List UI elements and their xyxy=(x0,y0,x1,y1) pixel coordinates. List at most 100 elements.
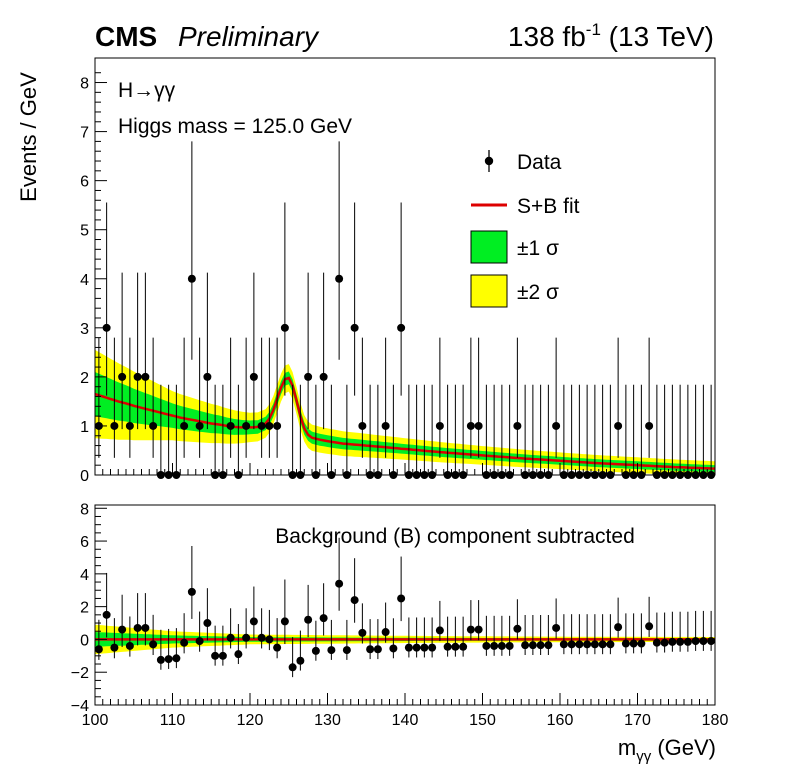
x-tick-label: 150 xyxy=(469,712,496,729)
lumi-label: 138 fb-1 (13 TeV) xyxy=(508,20,714,52)
data-point xyxy=(226,421,235,430)
ratio-data-point xyxy=(211,651,220,660)
data-point xyxy=(180,421,189,430)
ratio-data-point xyxy=(505,641,514,650)
ratio-data-point xyxy=(94,645,103,654)
ratio-data-point xyxy=(691,637,700,646)
ratio-data-point xyxy=(102,610,111,619)
legend: Data S+B fit ±1 σ ±2 σ xyxy=(470,150,580,308)
main-x-axis-ticks xyxy=(94,463,716,475)
ratio-data-point xyxy=(187,587,196,596)
ratio-data-point xyxy=(412,643,421,652)
data-point xyxy=(381,421,390,430)
data-point xyxy=(513,421,522,430)
ratio-data-point xyxy=(490,641,499,650)
data-point xyxy=(265,421,274,430)
ratio-data-point xyxy=(668,637,677,646)
data-point xyxy=(187,274,196,283)
ratio-data-point xyxy=(373,645,382,654)
ratio-data-point xyxy=(428,643,437,652)
ratio-data-point xyxy=(172,654,181,663)
data-point xyxy=(304,372,313,381)
data-points xyxy=(94,141,716,479)
ratio-data-point xyxy=(497,641,506,650)
ratio-y-tick-label: −2 xyxy=(71,665,89,682)
data-point xyxy=(118,372,127,381)
y-tick-label: 7 xyxy=(80,125,89,142)
data-point xyxy=(474,421,483,430)
data-point xyxy=(358,421,367,430)
ratio-data-point xyxy=(149,640,158,649)
svg-text:Data: Data xyxy=(517,151,562,174)
data-point xyxy=(141,372,150,381)
x-axis: 100 110 120 130 140 150 160 170 180 xyxy=(82,693,728,729)
ratio-data-point xyxy=(296,656,305,665)
x-tick-label: 130 xyxy=(314,712,341,729)
ratio-data-point xyxy=(621,639,630,648)
data-point xyxy=(125,421,134,430)
experiment-label: CMS xyxy=(95,21,157,52)
ratio-data-point xyxy=(552,623,561,632)
ratio-data-point xyxy=(110,643,119,652)
ratio-data-point xyxy=(676,637,685,646)
data-point xyxy=(242,421,251,430)
data-point xyxy=(466,421,475,430)
y-tick-label: 0 xyxy=(80,468,89,485)
data-point xyxy=(350,323,359,332)
y-axis-title: Events / GeV xyxy=(16,72,41,202)
ratio-data-point xyxy=(513,624,522,633)
ratio-data-point xyxy=(164,655,173,664)
ratio-data-point xyxy=(482,641,491,650)
ratio-data-point xyxy=(156,655,165,664)
ratio-data-point xyxy=(319,614,328,623)
data-point xyxy=(257,421,266,430)
legend-band2: ±2 σ xyxy=(470,274,559,308)
data-point xyxy=(110,421,119,430)
ratio-data-point xyxy=(234,650,243,659)
y-tick-label: 2 xyxy=(80,370,89,387)
ratio-data-point xyxy=(590,640,599,649)
ratio-data-point xyxy=(118,625,127,634)
ratio-data-point xyxy=(389,644,398,653)
data-point xyxy=(149,421,158,430)
uncertainty-bands xyxy=(95,349,715,476)
ratio-data-points xyxy=(94,537,716,678)
svg-text:S+B fit: S+B fit xyxy=(517,195,580,218)
ratio-data-point xyxy=(443,642,452,651)
ratio-data-point xyxy=(559,640,568,649)
ratio-data-point xyxy=(327,646,336,655)
fit-curve xyxy=(94,376,716,470)
y-tick-label: 6 xyxy=(80,174,89,191)
ratio-data-point xyxy=(521,641,530,650)
ratio-data-point xyxy=(218,651,227,660)
fit-line xyxy=(94,376,716,470)
ratio-data-point xyxy=(637,639,646,648)
data-point xyxy=(335,274,344,283)
ratio-y-tick-label: 8 xyxy=(80,501,89,518)
data-point xyxy=(203,372,212,381)
ratio-data-point xyxy=(397,594,406,603)
legend-data: Data xyxy=(484,150,562,174)
ratio-data-point xyxy=(404,643,413,652)
data-point xyxy=(273,421,282,430)
ratio-data-point xyxy=(350,596,359,605)
ratio-data-point xyxy=(335,579,344,588)
band-1sigma xyxy=(95,371,715,473)
ratio-data-point xyxy=(288,663,297,672)
ratio-data-point xyxy=(451,642,460,651)
ratio-data-point xyxy=(536,641,545,650)
y-tick-label: 4 xyxy=(80,272,89,289)
x-tick-label: 170 xyxy=(624,712,651,729)
y-tick-label: 8 xyxy=(80,76,89,93)
data-point xyxy=(280,323,289,332)
ratio-data-point xyxy=(226,633,235,642)
main-plot-panel: 0 1 2 3 4 5 6 7 8 xyxy=(80,57,716,485)
data-point xyxy=(614,421,623,430)
ratio-data-point xyxy=(358,628,367,637)
y-tick-label: 3 xyxy=(80,321,89,338)
ratio-y-axis: −4 −2 0 2 4 6 8 xyxy=(71,501,107,715)
ratio-data-point xyxy=(133,623,142,632)
ratio-data-point xyxy=(435,626,444,635)
legend-band1: ±1 σ xyxy=(470,230,559,264)
